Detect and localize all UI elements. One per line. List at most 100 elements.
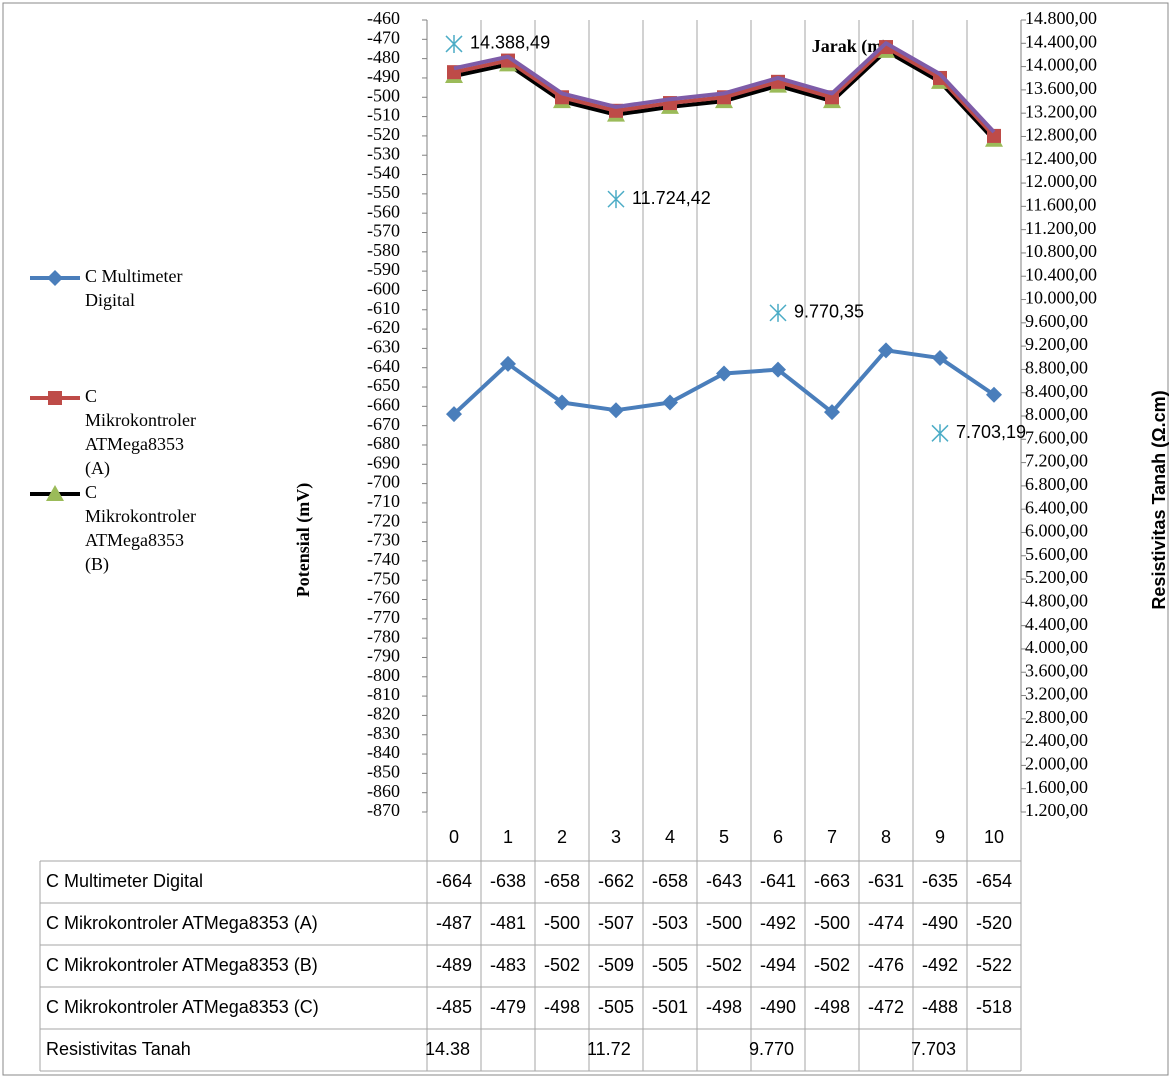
y2-tick-label: 2.400,00 — [1025, 730, 1088, 750]
table-cell: 11.72 — [587, 1039, 631, 1059]
chart: Jarak (m) Potensial (mV) Resistivitas Ta… — [0, 0, 1171, 1078]
y2-tick-label: 12.800,00 — [1025, 125, 1097, 145]
y-tick-label: -750 — [367, 568, 400, 588]
table-cell: -663 — [814, 871, 850, 891]
scatter-marker — [932, 424, 948, 442]
table-cell: -500 — [814, 913, 850, 933]
table-cell: -654 — [976, 871, 1012, 891]
table-cell: -474 — [868, 913, 904, 933]
y2-tick-label: 4.400,00 — [1025, 614, 1088, 634]
scatter-marker — [608, 190, 624, 208]
y-tick-label: -620 — [367, 317, 400, 337]
y-tick-label: -500 — [367, 85, 400, 105]
table-cell: -501 — [652, 997, 688, 1017]
table-cell: -494 — [760, 955, 796, 975]
table-cell: -509 — [598, 955, 634, 975]
table-cell: -483 — [490, 955, 526, 975]
table-cell: -635 — [922, 871, 958, 891]
y-tick-label: -850 — [367, 761, 400, 781]
y-tick-label: -630 — [367, 337, 400, 357]
y2-tick-label: 13.600,00 — [1025, 78, 1097, 98]
table-cell: -479 — [490, 997, 526, 1017]
y-tick-label: -760 — [367, 588, 400, 608]
table-cell: -658 — [652, 871, 688, 891]
table-cell: 14.38 — [425, 1039, 470, 1059]
y-tick-label: -710 — [367, 491, 400, 511]
x-tick-label: 3 — [611, 827, 621, 847]
scatter-point — [770, 304, 786, 322]
y2-tick-label: 6.800,00 — [1025, 474, 1088, 494]
y-tick-label: -740 — [367, 549, 400, 569]
scatter-marker — [446, 35, 462, 53]
y2-tick-label: 6.000,00 — [1025, 521, 1088, 541]
point — [662, 394, 678, 410]
table-cell: -638 — [490, 871, 526, 891]
scatter-point — [446, 35, 462, 53]
y2-tick-label: 1.200,00 — [1025, 800, 1088, 820]
y-tick-label: -490 — [367, 66, 400, 86]
legend-line-text: C — [85, 386, 97, 406]
table-cell: -485 — [436, 997, 472, 1017]
data-label: 11.724,42 — [632, 188, 711, 208]
y-tick-label: -820 — [367, 704, 400, 724]
y2-tick-label: 11.600,00 — [1025, 194, 1096, 214]
y-tick-label: -510 — [367, 105, 400, 125]
y-tick-label: -570 — [367, 221, 400, 241]
table-row-label: C Mikrokontroler ATMega8353 (C) — [46, 997, 319, 1017]
y-tick-label: -830 — [367, 723, 400, 743]
table-cell: -498 — [544, 997, 580, 1017]
y-tick-label: -550 — [367, 182, 400, 202]
y2-tick-label: 8.000,00 — [1025, 404, 1088, 424]
x-tick-label: 6 — [773, 827, 783, 847]
y2-axis-title: Resistivitas Tanah (Ω.cm) — [1149, 390, 1169, 609]
table-row-label: C Mikrokontroler ATMega8353 (A) — [46, 913, 318, 933]
y-tick-label: -730 — [367, 530, 400, 550]
y-tick-label: -670 — [367, 414, 400, 434]
y2-tick-label: 10.400,00 — [1025, 264, 1097, 284]
table-cell: 9.770 — [749, 1039, 794, 1059]
x-tick-label: 2 — [557, 827, 567, 847]
legend-line-text: Mikrokontroler — [85, 410, 196, 430]
y-tick-label: -530 — [367, 143, 400, 163]
table-cell: -502 — [814, 955, 850, 975]
x-tick-label: 0 — [449, 827, 459, 847]
table-cell: -492 — [922, 955, 958, 975]
x-tick-label: 5 — [719, 827, 729, 847]
y-tick-label: -800 — [367, 665, 400, 685]
y2-tick-label: 13.200,00 — [1025, 101, 1097, 121]
y-tick-label: -480 — [367, 47, 400, 67]
table-cell: -664 — [436, 871, 472, 891]
x-tick-label: 1 — [503, 827, 513, 847]
x-tick-label: 4 — [665, 827, 675, 847]
table-cell: -643 — [706, 871, 742, 891]
y2-tick-label: 7.600,00 — [1025, 427, 1088, 447]
y-tick-label: -680 — [367, 433, 400, 453]
table-cell: -503 — [652, 913, 688, 933]
y-tick-label: -860 — [367, 781, 400, 801]
y-tick-label: -590 — [367, 259, 400, 279]
y2-tick-label: 7.200,00 — [1025, 451, 1088, 471]
point — [48, 391, 62, 405]
y-tick-label: -870 — [367, 800, 400, 820]
y-tick-label: -810 — [367, 684, 400, 704]
legend-line-text: ATMega8353 — [85, 530, 184, 550]
legend-line-text: Mikrokontroler — [85, 506, 196, 526]
y-tick-label: -720 — [367, 510, 400, 530]
y2-tick-label: 14.000,00 — [1025, 55, 1097, 75]
y-tick-label: -650 — [367, 375, 400, 395]
table-cell: -498 — [814, 997, 850, 1017]
data-label: 14.388,49 — [470, 33, 550, 53]
table-cell: -476 — [868, 955, 904, 975]
y2-tick-label: 12.400,00 — [1025, 148, 1097, 168]
x-tick-label: 10 — [984, 827, 1004, 847]
table-cell: -498 — [706, 997, 742, 1017]
table-cell: -490 — [760, 997, 796, 1017]
y-tick-label: -790 — [367, 646, 400, 666]
y2-tick-label: 10.000,00 — [1025, 288, 1097, 308]
y-tick-label: -640 — [367, 356, 400, 376]
table-cell: -641 — [760, 871, 796, 891]
y-tick-label: -660 — [367, 394, 400, 414]
y2-tick-label: 5.200,00 — [1025, 567, 1088, 587]
y2-tick-label: 4.000,00 — [1025, 637, 1088, 657]
